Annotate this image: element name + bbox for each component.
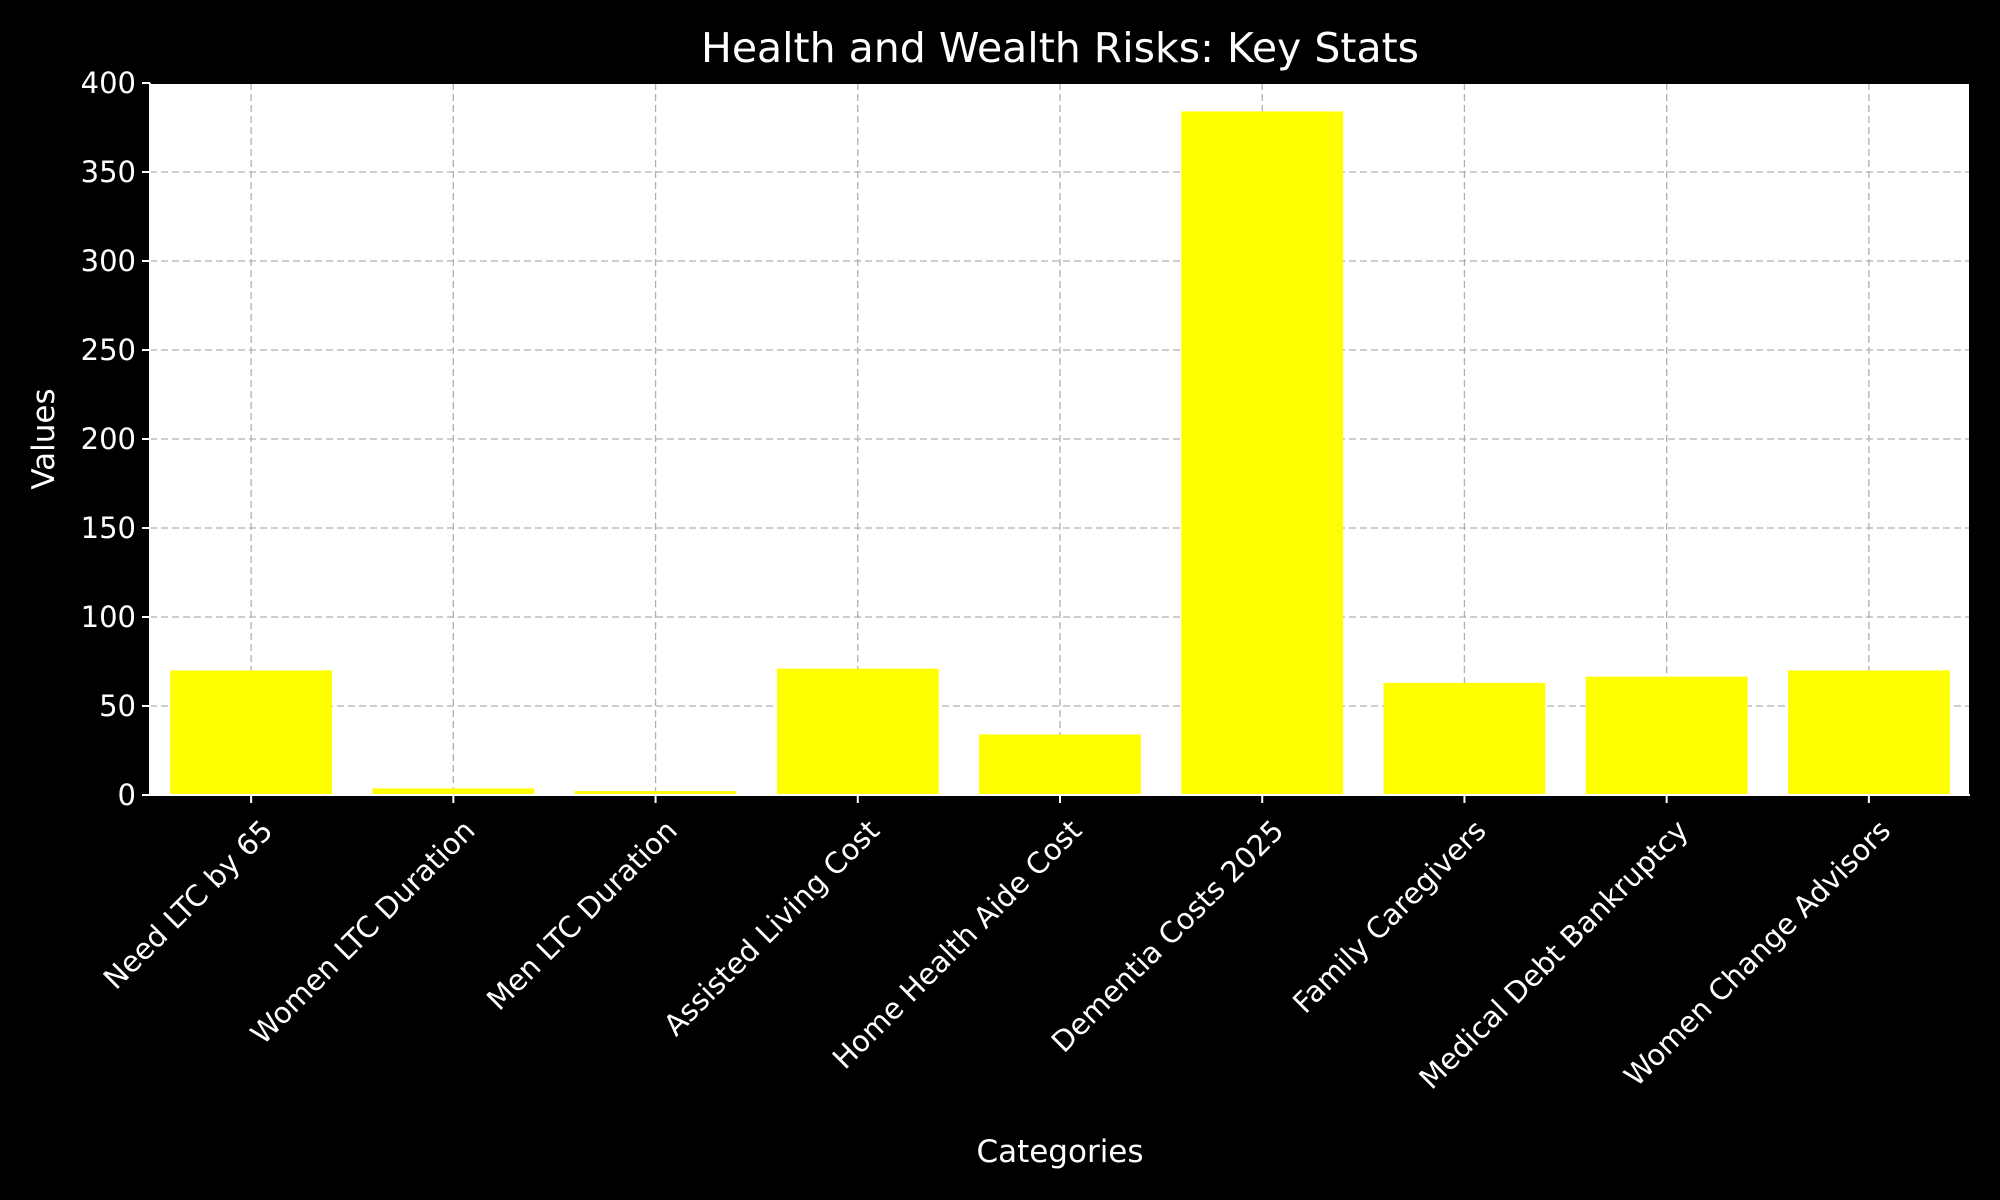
- y-axis-ticks: 0 50 100 150 200 250 300 350 400: [81, 66, 150, 812]
- y-tick-label: 200: [81, 422, 136, 456]
- bar: [1383, 682, 1546, 795]
- y-tick-label: 300: [81, 244, 136, 278]
- y-tick-label: 400: [81, 66, 136, 100]
- y-tick-label: 150: [81, 511, 136, 545]
- bar: [979, 734, 1141, 795]
- y-tick-label: 0: [118, 778, 136, 812]
- chart-title: Health and Wealth Risks: Key Stats: [701, 24, 1419, 72]
- y-tick-label: 50: [99, 689, 136, 723]
- bar: [1585, 676, 1748, 795]
- bar: [170, 670, 332, 795]
- bar: [776, 668, 939, 795]
- bars: [170, 111, 1950, 796]
- y-tick-label: 100: [81, 600, 136, 634]
- bar: [1181, 111, 1344, 796]
- x-axis-label: Categories: [976, 1134, 1143, 1170]
- bar: [574, 791, 737, 795]
- y-tick-label: 250: [81, 333, 136, 367]
- bar: [1788, 670, 1950, 795]
- y-axis-label: Values: [26, 388, 62, 489]
- y-tick-label: 350: [81, 155, 136, 189]
- bar: [372, 788, 535, 795]
